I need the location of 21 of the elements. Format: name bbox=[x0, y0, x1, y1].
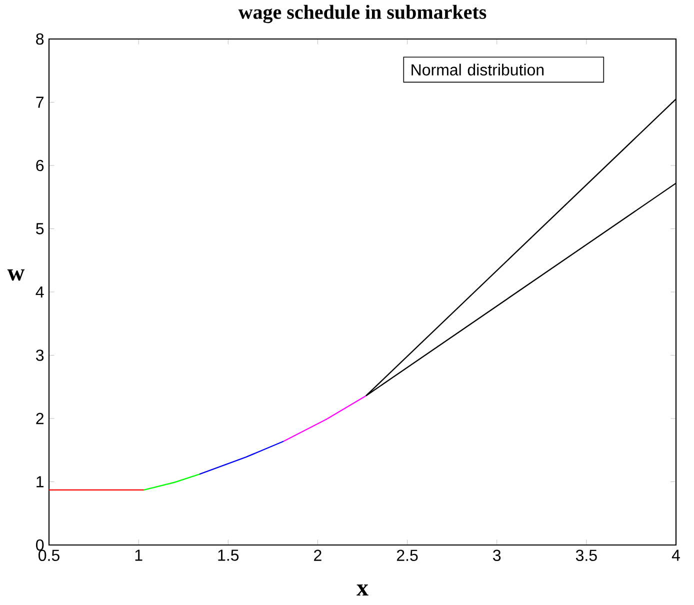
y-tick-label: 1 bbox=[36, 476, 44, 488]
annotation: Normal distribution bbox=[412, 64, 544, 76]
y-tick-label: 7 bbox=[36, 96, 44, 108]
x-tick-label: 0.5 bbox=[38, 550, 60, 562]
y-tick-label: 0 bbox=[36, 539, 44, 551]
x-axis-title: x bbox=[356, 584, 368, 596]
y-tick-label: 2 bbox=[36, 412, 44, 424]
x-tick-label: 3 bbox=[493, 550, 501, 562]
y-axis-title: w bbox=[7, 269, 25, 281]
chart-title: wage schedule in submarkets bbox=[238, 4, 486, 24]
x-tick-label: 4 bbox=[672, 550, 680, 561]
y-tick-label: 6 bbox=[36, 160, 44, 172]
y-tick-label: 4 bbox=[36, 286, 44, 298]
x-tick-label: 1.5 bbox=[218, 550, 239, 561]
x-tick-label: 1 bbox=[135, 550, 142, 561]
x-tick-label: 3.5 bbox=[576, 550, 597, 562]
x-tick-label: 2 bbox=[314, 550, 322, 561]
x-tick-label: 2.5 bbox=[396, 550, 418, 562]
y-tick-label: 8 bbox=[36, 33, 44, 45]
y-tick-label: 5 bbox=[36, 223, 44, 234]
y-tick-label: 3 bbox=[36, 350, 44, 361]
